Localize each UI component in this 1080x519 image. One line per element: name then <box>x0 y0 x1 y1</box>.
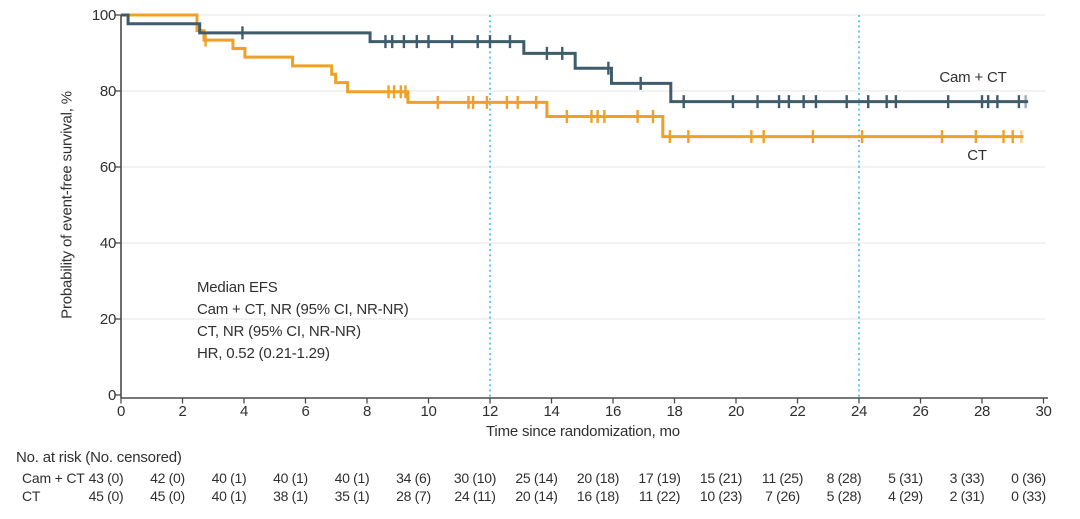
risk-value: 25 (14) <box>515 470 558 486</box>
risk-value: 10 (23) <box>699 488 743 504</box>
risk-value: 8 (28) <box>826 470 862 486</box>
risk-value: 0 (36) <box>1011 470 1046 486</box>
x-tick-label: 30 <box>1035 403 1052 420</box>
x-tick-label: 10 <box>420 403 437 420</box>
curve-label-ct: CT <box>967 147 987 164</box>
risk-value: 20 (18) <box>576 470 620 486</box>
risk-value: 40 (1) <box>273 470 308 486</box>
y-tick-label: 100 <box>91 7 116 24</box>
risk-value: 38 (1) <box>273 488 308 504</box>
x-tick-label: 8 <box>362 403 372 420</box>
x-tick-label: 16 <box>604 403 622 420</box>
risk-value: 24 (11) <box>454 488 496 504</box>
risk-value: 28 (7) <box>396 488 431 504</box>
x-tick-label: 12 <box>481 403 499 420</box>
risk-value: 40 (1) <box>211 488 247 504</box>
risk-row-label: Cam + CT <box>22 470 85 486</box>
risk-value: 40 (1) <box>211 470 247 486</box>
gridlines <box>121 14 1045 320</box>
risk-value: 34 (6) <box>396 470 431 486</box>
annotation-line-2: Cam + CT, NR (95% CI, NR-NR) <box>197 301 409 318</box>
axes <box>115 14 1048 404</box>
risk-value: 15 (21) <box>699 470 743 486</box>
risk-value: 42 (0) <box>150 470 185 486</box>
risk-value: 45 (0) <box>150 488 185 504</box>
x-tick-label: 22 <box>789 403 806 420</box>
risk-value: 17 (19) <box>638 470 681 486</box>
risk-table-header: No. at risk (No. censored) <box>16 449 182 466</box>
risk-value: 4 (29) <box>888 488 923 504</box>
y-tick-label: 60 <box>99 159 116 176</box>
risk-value: 30 (10) <box>453 470 497 486</box>
x-tick-label: 20 <box>727 403 745 420</box>
x-axis-title: Time since randomization, mo <box>486 423 680 440</box>
x-tick-label: 18 <box>666 403 683 420</box>
risk-value: 16 (18) <box>576 488 620 504</box>
risk-value: 2 (31) <box>949 488 985 504</box>
km-curve <box>121 13 1024 139</box>
risk-value: 43 (0) <box>88 470 124 486</box>
risk-value: 0 (33) <box>1011 488 1046 504</box>
risk-value: 11 (22) <box>638 488 681 504</box>
series-camct <box>121 13 1029 109</box>
y-tick-label: 0 <box>107 387 116 404</box>
y-tick-label: 40 <box>99 235 116 252</box>
x-tick-label: 0 <box>116 403 126 420</box>
annotation-line-1: Median EFS <box>197 279 278 296</box>
annotation-line-4: HR, 0.52 (0.21-1.29) <box>197 345 330 362</box>
y-tick-label: 20 <box>99 311 116 328</box>
y-tick-label: 80 <box>99 83 116 100</box>
x-tick-label: 26 <box>912 403 929 420</box>
x-tick-label: 24 <box>850 403 868 420</box>
risk-value: 5 (31) <box>888 470 923 486</box>
x-tick-label: 2 <box>178 403 187 420</box>
risk-value: 20 (14) <box>515 488 558 504</box>
risk-value: 5 (28) <box>826 488 862 504</box>
reference-lines <box>489 15 860 398</box>
risk-value: 7 (26) <box>765 488 800 504</box>
annotation-line-3: CT, NR (95% CI, NR-NR) <box>197 323 361 340</box>
curve-label-cam-ct: Cam + CT <box>939 69 1007 86</box>
risk-value: 11 (25) <box>761 470 804 486</box>
risk-value: 3 (33) <box>949 470 985 486</box>
x-tick-label: 28 <box>973 403 991 420</box>
x-tick-label: 14 <box>543 403 560 420</box>
risk-value: 40 (1) <box>334 470 370 486</box>
series-ct <box>121 13 1024 144</box>
risk-value: 45 (0) <box>88 488 124 504</box>
x-tick-label: 6 <box>301 403 310 420</box>
median-efs-annotation: Median EFS Cam + CT, NR (95% CI, NR-NR) … <box>197 277 409 365</box>
risk-value: 35 (1) <box>334 488 370 504</box>
y-axis-title: Probability of event-free survival, % <box>58 91 76 319</box>
risk-row-label: CT <box>22 488 41 504</box>
x-tick-label: 4 <box>239 403 249 420</box>
